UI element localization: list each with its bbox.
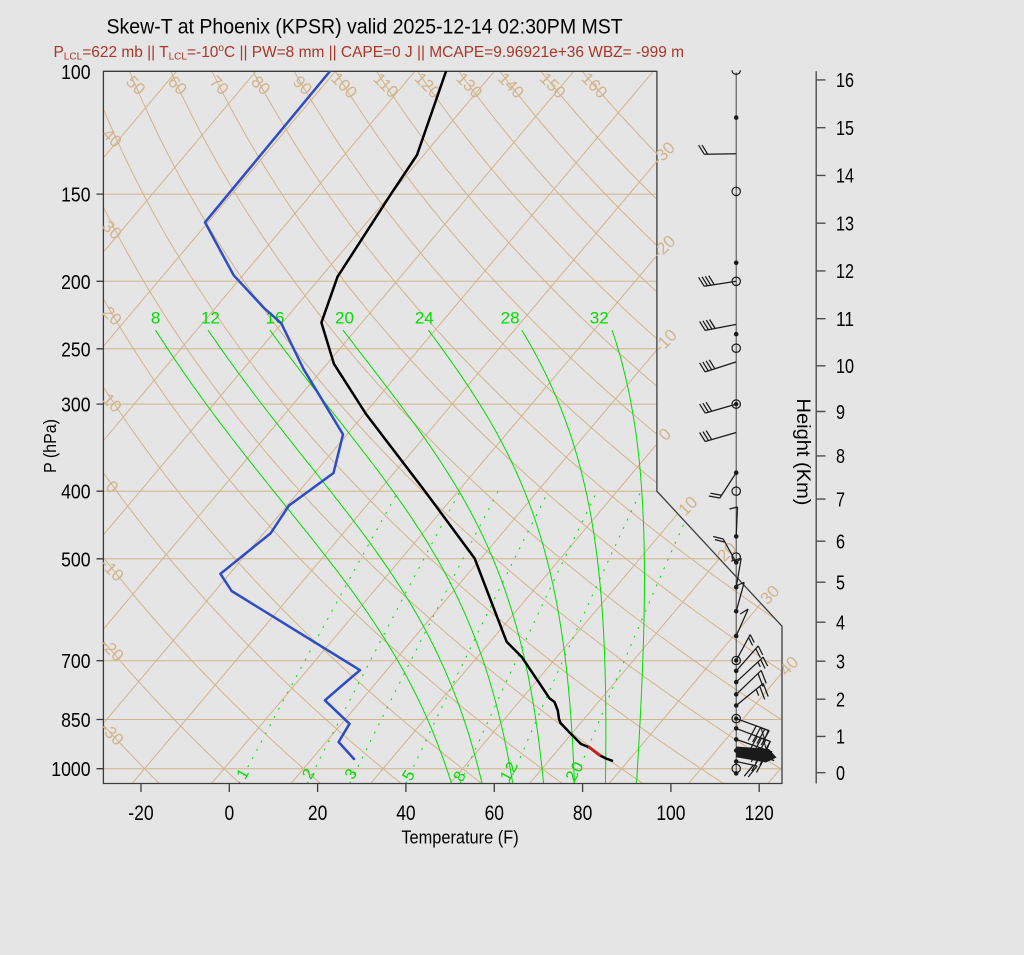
svg-text:P (hPa): P (hPa) bbox=[40, 419, 60, 473]
svg-text:Temperature (F): Temperature (F) bbox=[401, 827, 518, 848]
svg-text:6: 6 bbox=[836, 532, 845, 554]
svg-text:1: 1 bbox=[836, 727, 845, 749]
svg-text:PLCL=622 mb || TLCL=-10oC || P: PLCL=622 mb || TLCL=-10oC || PW=8 mm || … bbox=[54, 43, 685, 63]
svg-text:Height (Km): Height (Km) bbox=[792, 399, 814, 506]
svg-text:40: 40 bbox=[396, 801, 415, 825]
svg-text:100: 100 bbox=[656, 801, 685, 825]
svg-text:14: 14 bbox=[836, 166, 854, 188]
svg-text:0: 0 bbox=[836, 763, 845, 785]
svg-text:32: 32 bbox=[590, 308, 609, 327]
svg-text:10: 10 bbox=[836, 356, 854, 378]
svg-text:13: 13 bbox=[836, 214, 854, 236]
svg-text:9: 9 bbox=[836, 402, 845, 424]
svg-text:-20: -20 bbox=[128, 801, 153, 825]
svg-text:400: 400 bbox=[61, 482, 90, 504]
svg-text:200: 200 bbox=[61, 272, 90, 294]
svg-text:12: 12 bbox=[836, 261, 854, 283]
svg-text:8: 8 bbox=[836, 446, 845, 468]
svg-text:Skew-T at Phoenix (KPSR) valid: Skew-T at Phoenix (KPSR) valid 2025-12-1… bbox=[106, 15, 622, 38]
svg-text:700: 700 bbox=[61, 651, 90, 673]
svg-text:12: 12 bbox=[201, 308, 220, 327]
svg-text:80: 80 bbox=[573, 801, 592, 825]
svg-text:8: 8 bbox=[151, 308, 160, 327]
svg-text:850: 850 bbox=[61, 710, 90, 732]
svg-text:2: 2 bbox=[836, 690, 845, 712]
svg-text:20: 20 bbox=[308, 801, 327, 825]
svg-text:3: 3 bbox=[836, 652, 845, 674]
svg-text:100: 100 bbox=[61, 62, 90, 84]
svg-text:15: 15 bbox=[836, 118, 854, 140]
svg-text:16: 16 bbox=[836, 70, 854, 92]
svg-text:0: 0 bbox=[224, 801, 234, 825]
svg-text:5: 5 bbox=[836, 573, 845, 595]
svg-text:60: 60 bbox=[485, 801, 504, 825]
svg-text:1000: 1000 bbox=[51, 759, 90, 781]
svg-text:120: 120 bbox=[745, 801, 774, 825]
svg-text:300: 300 bbox=[61, 395, 90, 417]
svg-text:250: 250 bbox=[61, 339, 90, 361]
svg-text:150: 150 bbox=[61, 185, 90, 207]
svg-text:11: 11 bbox=[836, 309, 854, 331]
svg-text:24: 24 bbox=[415, 308, 434, 327]
svg-text:28: 28 bbox=[501, 308, 520, 327]
svg-text:7: 7 bbox=[836, 489, 845, 511]
svg-text:500: 500 bbox=[61, 549, 90, 571]
svg-text:4: 4 bbox=[836, 613, 845, 635]
svg-text:20: 20 bbox=[335, 308, 354, 327]
